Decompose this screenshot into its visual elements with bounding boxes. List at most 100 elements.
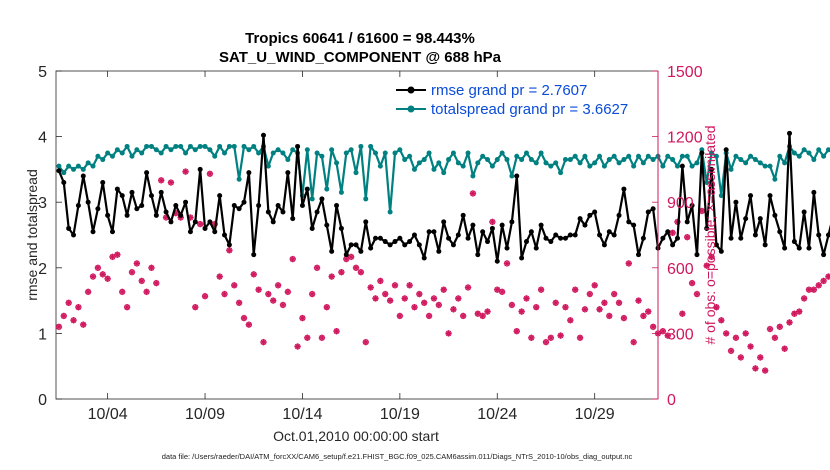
obs-count-point: [299, 314, 306, 322]
obs-possible-circle: [314, 264, 321, 271]
rmse-point: [75, 202, 81, 208]
totalspread-point: [114, 147, 120, 153]
rmse-point: [752, 232, 758, 238]
obs-count-point: [537, 286, 545, 293]
obs-possible-circle: [659, 328, 666, 335]
totalspread-point: [465, 150, 471, 156]
obs-mark-d2: [587, 291, 593, 297]
obs-possible-circle: [464, 284, 472, 291]
obs-possible-circle: [815, 282, 822, 289]
obs-possible-circle: [640, 312, 647, 319]
obs-count-point: [625, 260, 632, 267]
obs-mark-d2: [324, 304, 330, 310]
obs-mark-d2: [650, 324, 656, 330]
obs-possible-circle: [820, 277, 827, 284]
rmse-point: [446, 235, 452, 241]
totalspread-point: [275, 147, 281, 153]
totalspread-point: [319, 153, 325, 159]
totalspread-point: [558, 170, 564, 176]
obs-count-point: [270, 297, 277, 304]
obs-count-point: [703, 262, 710, 269]
obs-possible-circle: [620, 315, 627, 322]
totalspread-point: [562, 157, 568, 163]
obs-count-point: [718, 317, 725, 324]
obs-mark-d2: [207, 171, 213, 177]
obs-count-point: [357, 268, 365, 276]
totalspread-point: [767, 163, 773, 169]
obs-mark-d2: [255, 287, 262, 293]
totalspread-point: [270, 150, 276, 156]
obs-count-point: [776, 323, 783, 331]
obs-mark-d2: [333, 328, 340, 334]
obs-possible-circle: [810, 286, 817, 293]
rmse-point: [134, 206, 140, 212]
obs-count-point: [323, 303, 331, 311]
obs-count-point: [635, 297, 642, 304]
totalspread-point: [304, 147, 310, 153]
totalspread-point: [377, 163, 383, 169]
obs-mark-d2: [90, 273, 96, 280]
obs-count-point: [138, 277, 145, 285]
obs-count-point: [240, 314, 248, 322]
obs-possible-circle: [338, 269, 345, 276]
obs-possible-circle: [124, 304, 131, 311]
totalspread-point: [636, 153, 642, 159]
obs-count-point: [128, 268, 136, 276]
y-tick-label: 3: [38, 195, 47, 212]
obs-possible-circle: [367, 284, 374, 291]
obs-possible-circle: [445, 330, 452, 337]
obs-mark-d2: [358, 269, 364, 275]
obs-count-point: [742, 330, 749, 337]
obs-mark-d2: [470, 190, 476, 197]
x-axis-label: Oct.01,2010 00:00:00 start: [273, 428, 439, 444]
obs-mark-d2: [689, 280, 695, 286]
rmse-point: [796, 245, 802, 251]
totalspread-point: [222, 150, 228, 156]
totalspread-point: [105, 150, 111, 156]
obs-count-point: [825, 273, 830, 280]
rmse-point: [801, 209, 807, 215]
obs-mark-d2: [465, 284, 471, 291]
obs-count-point: [771, 334, 779, 341]
totalspread-point: [499, 150, 505, 156]
rmse-point: [319, 196, 325, 202]
obs-mark-d2: [669, 230, 676, 236]
rmse-point: [71, 232, 77, 238]
obs-mark-d2: [143, 289, 150, 295]
totalspread-point: [382, 150, 388, 156]
obs-possible-circle: [581, 306, 588, 313]
obs-mark-d2: [762, 367, 768, 374]
rmse-point: [387, 242, 393, 248]
obs-possible-circle: [104, 275, 111, 282]
rmse-point: [494, 258, 500, 264]
obs-count-point: [669, 229, 676, 237]
rmse-point: [475, 252, 481, 258]
obs-count-point: [158, 177, 165, 184]
obs-mark-d2: [777, 324, 783, 330]
obs-count-point: [80, 321, 87, 328]
obs-possible-circle: [499, 288, 506, 295]
totalspread-point: [363, 196, 369, 202]
obs-mark-d2: [65, 300, 72, 306]
obs-mark-d2: [786, 319, 793, 326]
obs-possible-circle: [615, 299, 623, 306]
obs-mark-d2: [100, 271, 106, 278]
obs-mark-d2: [56, 324, 62, 330]
rmse-point: [616, 212, 622, 218]
totalspread-point: [66, 163, 72, 169]
rmse-point: [260, 132, 266, 138]
obs-possible-circle: [533, 304, 540, 311]
totalspread-point: [71, 166, 77, 172]
obs-count-point: [547, 334, 555, 341]
totalspread-point: [197, 143, 203, 149]
legend-rmse-marker: [407, 86, 415, 94]
obs-count-point: [328, 273, 335, 280]
rmse-point: [129, 189, 135, 195]
obs-mark-d2: [718, 317, 724, 323]
totalspread-point: [733, 153, 739, 159]
obs-mark-d2: [246, 321, 252, 328]
obs-possible-circle: [586, 290, 593, 298]
rmse-point: [650, 206, 656, 212]
rmse-point: [514, 173, 520, 179]
